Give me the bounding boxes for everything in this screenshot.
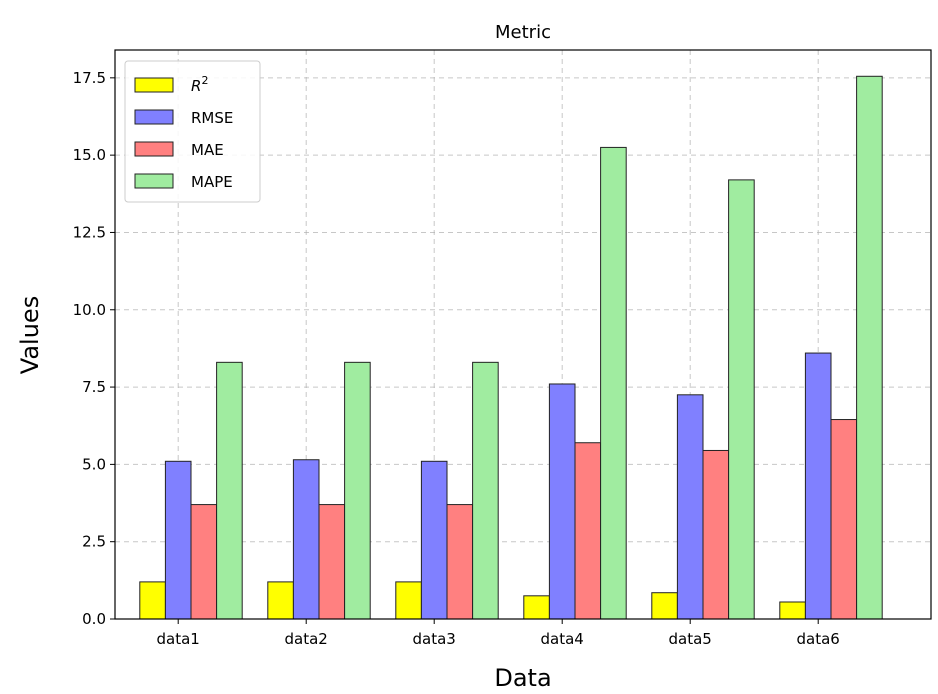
bar-mae-data1 xyxy=(190,504,218,620)
bar-rmse-data6 xyxy=(804,352,832,620)
bar-r-data4 xyxy=(523,595,550,620)
bar-rmse-data4 xyxy=(548,383,576,620)
y-tick-label: 10.0 xyxy=(73,301,106,319)
bar-mape-data5 xyxy=(728,179,755,620)
bar-mae-data3 xyxy=(446,504,474,620)
plot-area-frame xyxy=(114,49,932,620)
x-tick-label: data3 xyxy=(413,630,456,648)
legend-swatch xyxy=(134,173,174,189)
x-axis-ticks: data1 data2 data3 data4 data5 data6 xyxy=(157,619,840,648)
bar-rmse-data3 xyxy=(420,460,448,620)
legend-label: R2 xyxy=(191,74,208,95)
bar-r-data2 xyxy=(267,581,294,620)
x-tick-label: data2 xyxy=(285,630,328,648)
y-tick-label: 12.5 xyxy=(73,223,106,241)
x-axis-title: Data xyxy=(494,664,551,692)
legend-label: RMSE xyxy=(191,109,233,127)
legend: R2 RMSE MAE MAPE xyxy=(124,60,261,203)
bar-rmse-data5 xyxy=(676,394,704,620)
bar-mape-data3 xyxy=(472,361,499,620)
y-tick-label: 15.0 xyxy=(73,146,106,164)
x-tick-label: data6 xyxy=(797,630,840,648)
bar-r-data1 xyxy=(139,581,166,620)
bar-r-data6 xyxy=(779,601,806,620)
legend-swatch xyxy=(134,109,174,125)
bar-rmse-data1 xyxy=(164,460,192,620)
x-tick-label: data1 xyxy=(157,630,200,648)
y-tick-label: 2.5 xyxy=(82,533,106,551)
bar-mape-data1 xyxy=(216,361,243,620)
legend-label: MAE xyxy=(191,141,224,159)
y-tick-label: 7.5 xyxy=(82,378,106,396)
legend-box xyxy=(124,60,261,203)
bar-mape-data6 xyxy=(856,75,883,620)
bar-rmse-data2 xyxy=(292,459,320,620)
bar-mae-data6 xyxy=(830,419,858,620)
x-tick-label: data5 xyxy=(669,630,712,648)
bar-mae-data2 xyxy=(318,504,346,620)
y-tick-label: 5.0 xyxy=(82,455,106,473)
legend-swatch xyxy=(134,141,174,157)
bar-r-data5 xyxy=(651,592,678,620)
bars xyxy=(139,75,883,620)
legend-swatch xyxy=(134,77,174,93)
y-tick-label: 17.5 xyxy=(73,69,106,87)
bar-mae-data4 xyxy=(574,442,602,620)
bar-r-data3 xyxy=(395,581,422,620)
bar-mae-data5 xyxy=(702,449,730,620)
chart-title: Metric xyxy=(495,22,551,43)
legend-label: MAPE xyxy=(191,173,233,191)
x-tick-label: data4 xyxy=(541,630,584,648)
bar-mape-data2 xyxy=(344,361,371,620)
bar-mape-data4 xyxy=(600,146,627,620)
y-axis-title: Values xyxy=(16,296,44,374)
y-axis-ticks: 0.0 2.5 5.0 7.5 10.0 12.5 15.0 17.5 xyxy=(73,69,115,628)
y-tick-label: 0.0 xyxy=(82,610,106,628)
